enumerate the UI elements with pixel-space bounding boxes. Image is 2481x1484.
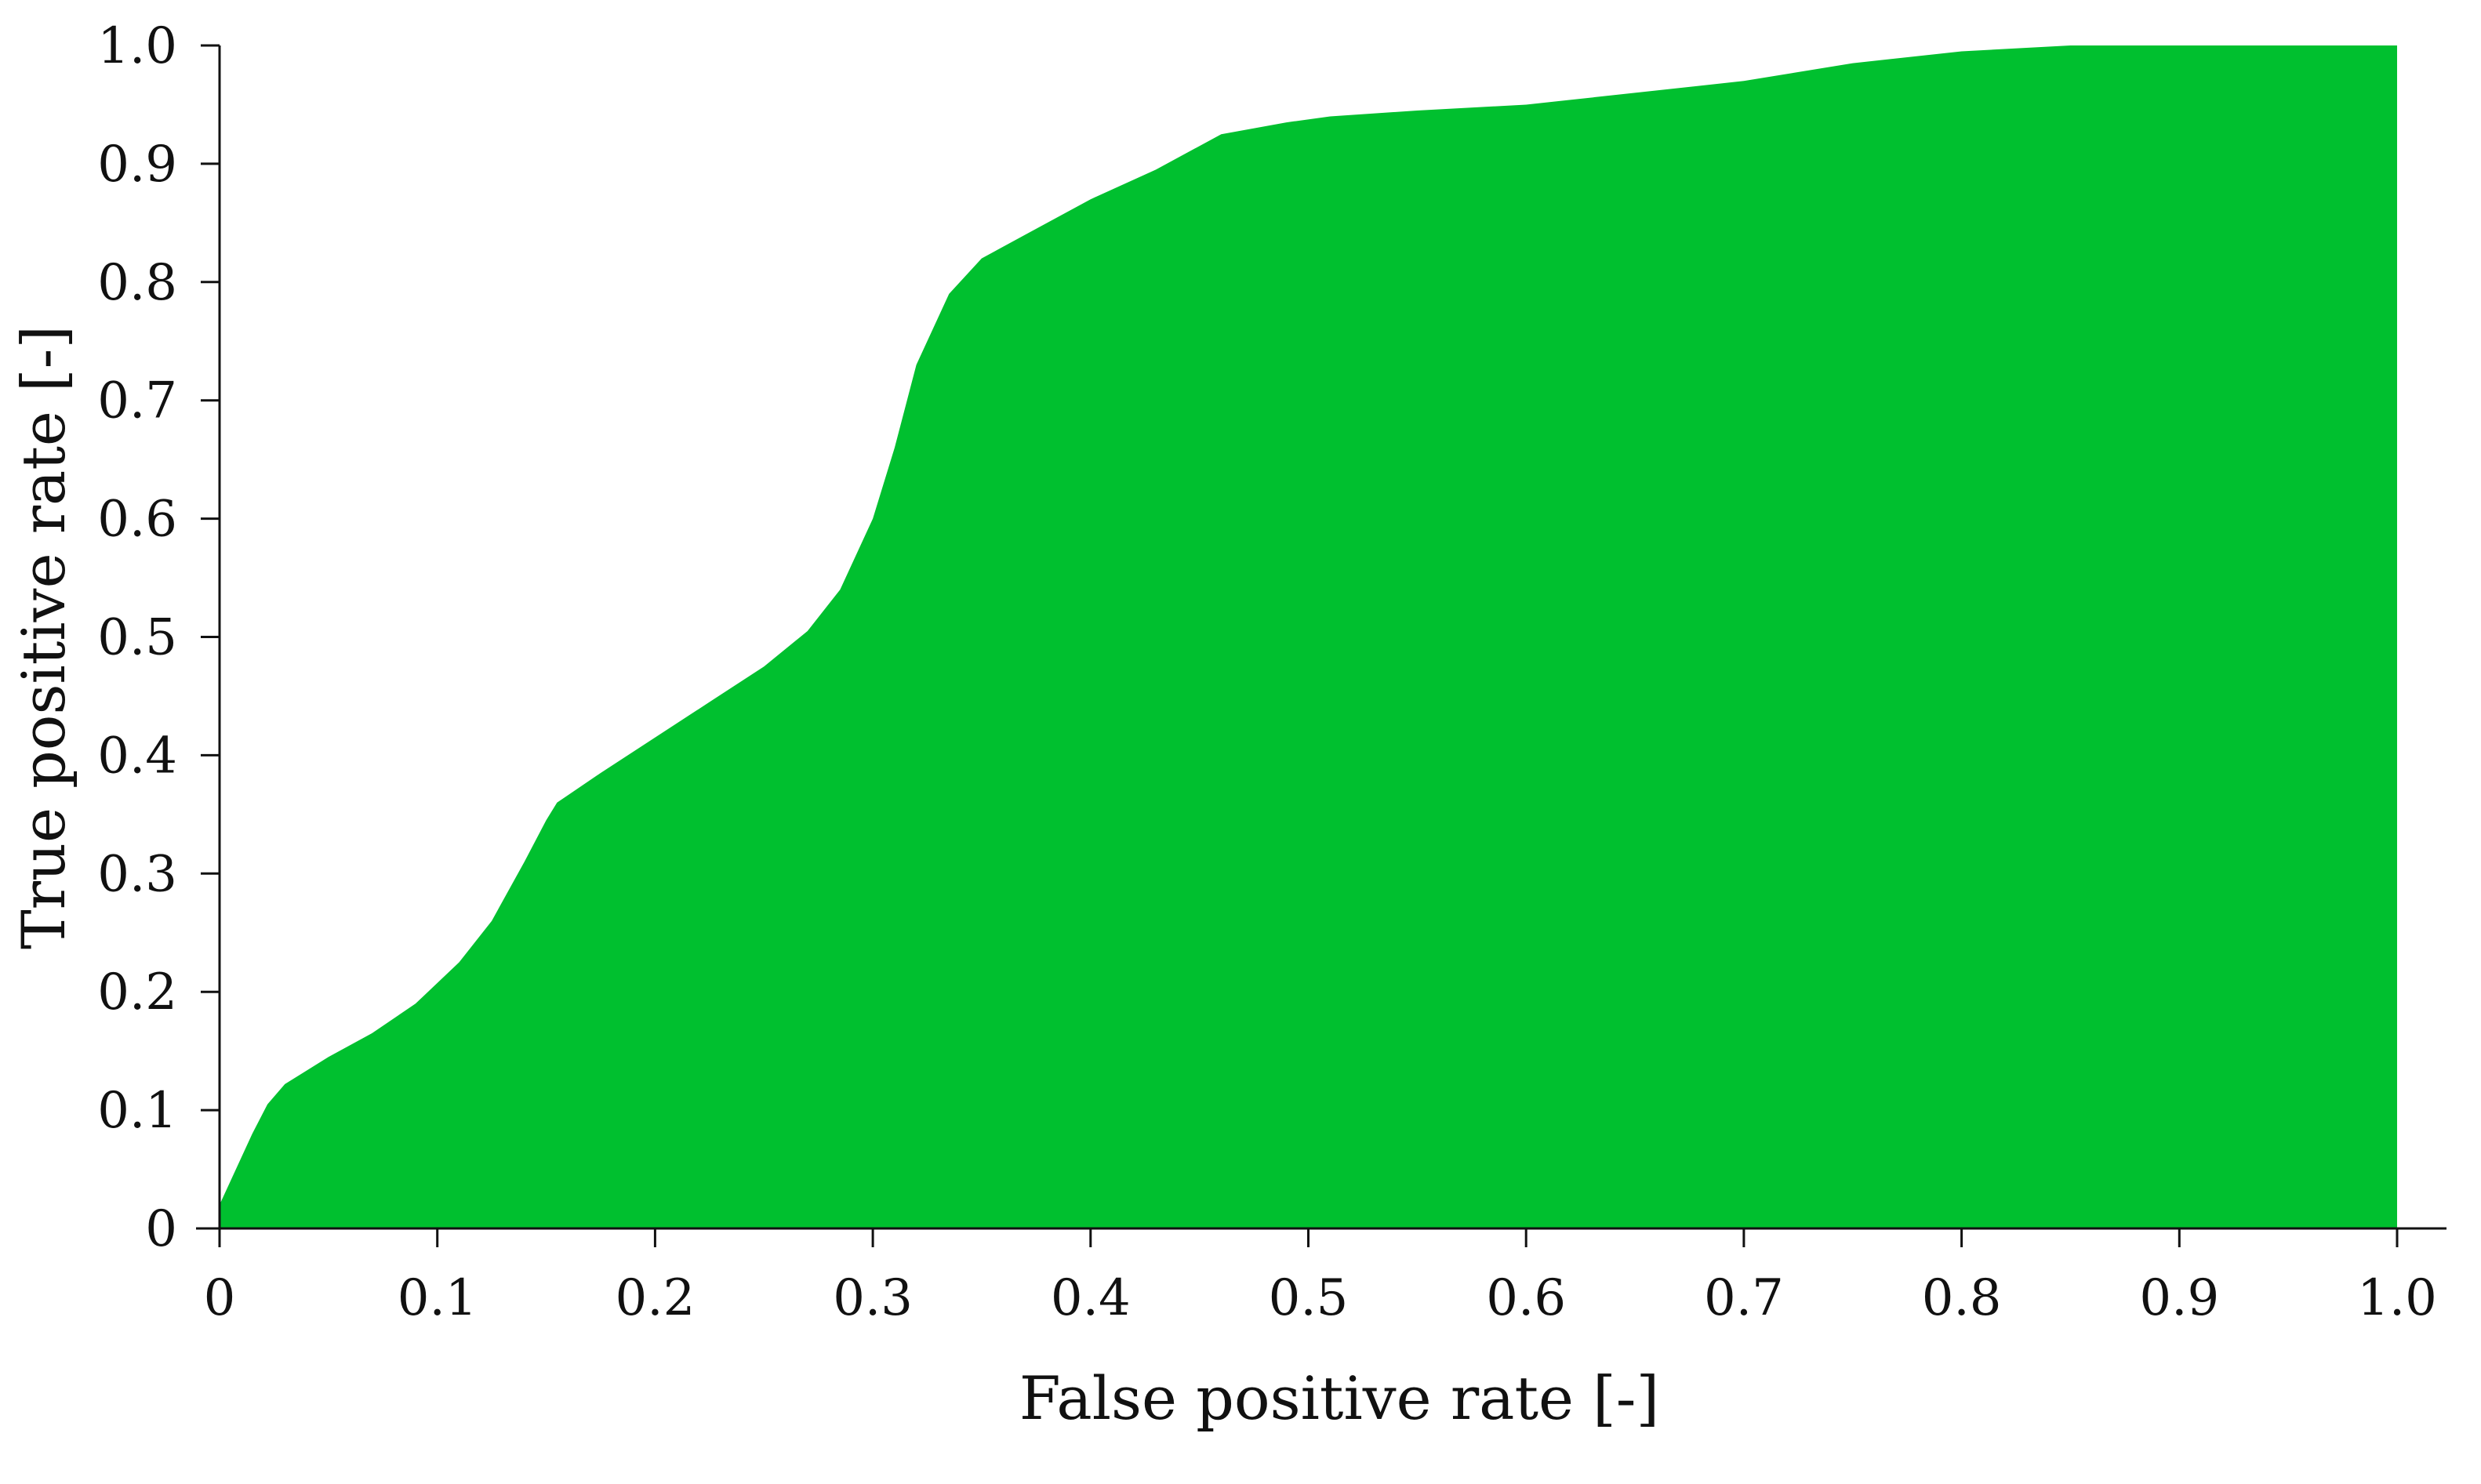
x-tick-label: 0.6 [1486, 1269, 1566, 1327]
x-tick-label: 0.5 [1269, 1269, 1349, 1327]
x-tick-label: 0.3 [833, 1269, 913, 1327]
y-axis-title: True positive rate [-] [9, 325, 78, 949]
x-tick-label: 0.8 [1922, 1269, 2002, 1327]
roc-area [220, 45, 2397, 1228]
x-tick-label: 0.1 [398, 1269, 478, 1327]
x-tick-label: 0 [204, 1269, 236, 1327]
x-axis-title: False positive rate [-] [1019, 1363, 1659, 1433]
x-tick-label: 0.9 [2139, 1269, 2219, 1327]
y-tick-label: 0.4 [97, 727, 177, 785]
x-ticks: 0 0.1 0.2 0.3 0.4 0.5 0.6 0.7 0.8 0.9 1.0 [204, 1228, 2437, 1327]
y-ticks: 0 0.1 0.2 0.3 0.4 0.5 0.6 0.7 0.8 0.9 1.0 [97, 17, 220, 1258]
y-tick-label: 0.7 [97, 372, 177, 430]
y-tick-label: 1.0 [97, 17, 177, 75]
x-tick-label: 0.2 [616, 1269, 696, 1327]
y-tick-label: 0.8 [97, 254, 177, 312]
x-tick-label: 0.4 [1051, 1269, 1131, 1327]
x-tick-label: 0.7 [1704, 1269, 1784, 1327]
x-tick-label: 1.0 [2357, 1269, 2437, 1327]
y-tick-label: 0.1 [97, 1082, 177, 1140]
y-tick-label: 0.9 [97, 136, 177, 194]
y-tick-label: 0 [145, 1200, 177, 1258]
y-tick-label: 0.6 [97, 491, 177, 549]
y-tick-label: 0.2 [97, 963, 177, 1021]
y-tick-label: 0.3 [97, 845, 177, 903]
plot-area [220, 45, 2397, 1228]
y-tick-label: 0.5 [97, 609, 177, 667]
